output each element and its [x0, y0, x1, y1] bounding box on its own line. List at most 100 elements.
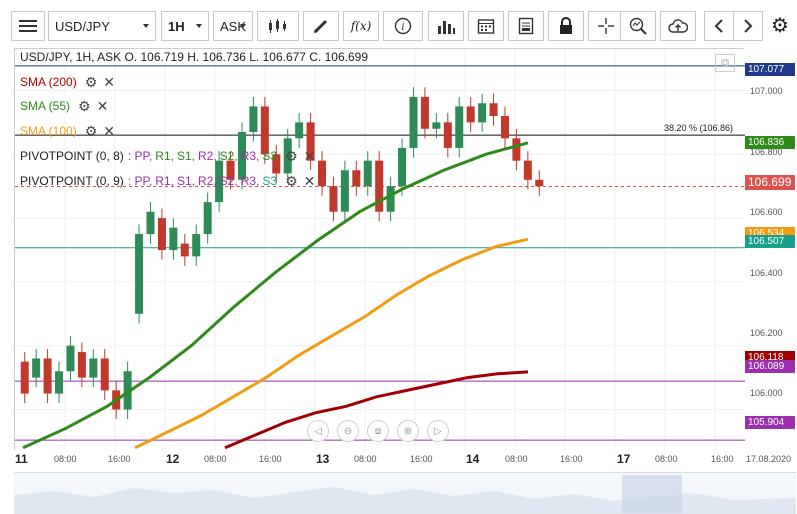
time-label: 13: [316, 452, 330, 466]
close-icon[interactable]: ✕: [103, 73, 115, 90]
chart-nav-controls: ◁ ⊖ ⧈ ⊕ ▷: [307, 420, 449, 442]
time-label: 14: [466, 452, 480, 466]
time-label: 16:00: [259, 454, 282, 464]
navigator-canvas: [14, 475, 796, 514]
sma-100-line: [134, 237, 529, 450]
candle-body: [203, 202, 212, 235]
gear-icon[interactable]: ⚙: [84, 122, 98, 139]
close-icon[interactable]: ✕: [303, 147, 316, 164]
zoom-out-button[interactable]: ⊖: [337, 420, 359, 442]
time-label: 11: [15, 452, 28, 466]
triangle-right-icon: ▷: [434, 425, 442, 437]
close-icon[interactable]: ✕: [103, 122, 115, 139]
price-axis-label: 106.000: [750, 388, 783, 398]
pivot-label: R2,: [197, 174, 217, 188]
menu-button[interactable]: [11, 11, 45, 41]
time-label: 08:00: [655, 454, 678, 464]
candle-body: [32, 358, 41, 378]
gear-icon[interactable]: ⚙: [78, 97, 91, 114]
candle-body: [466, 106, 475, 123]
candle-body: [375, 160, 384, 212]
price-tag: 107.077: [745, 63, 795, 76]
candle-body: [352, 170, 361, 187]
external-window-button[interactable]: ⧉: [715, 54, 735, 72]
chart-navigator[interactable]: [14, 472, 796, 514]
chart-area[interactable]: [14, 48, 745, 451]
time-label: 12: [166, 452, 180, 466]
current-price-tag: 106.699: [745, 175, 795, 190]
draw-tools-button[interactable]: [303, 11, 339, 41]
candlestick-icon: [269, 19, 286, 33]
candle-body: [123, 371, 132, 410]
bar-chart-icon: [438, 21, 455, 34]
pivot-label: S3: [262, 174, 278, 188]
upload-button[interactable]: [660, 11, 696, 41]
candle-body: [420, 96, 429, 129]
gear-icon[interactable]: ⚙: [285, 147, 298, 164]
indicator-row-sma200[interactable]: SMA (200) ⚙ ✕: [20, 73, 115, 91]
function-icon: f(x): [350, 19, 372, 33]
gear-icon[interactable]: ⚙: [84, 73, 98, 90]
navigator-area: [14, 487, 796, 514]
pivot-label: S1,: [176, 174, 195, 188]
zoom-button[interactable]: [620, 11, 656, 41]
chart-canvas: [15, 49, 745, 451]
scroll-right-button[interactable]: [733, 11, 763, 41]
indicator-label: PIVOTPOINT (0, 8): [20, 149, 124, 163]
indicators-button[interactable]: f(x): [343, 11, 379, 41]
reset-button[interactable]: ⧈: [367, 420, 389, 442]
gear-icon[interactable]: ⚙: [285, 172, 298, 189]
sma-55-line: [22, 141, 529, 450]
indicator-row-sma100[interactable]: SMA (100) ⚙ ✕: [20, 122, 115, 140]
pivot-label: S1,: [176, 149, 195, 163]
zoom-chart-icon: [629, 17, 647, 35]
candle-body: [215, 160, 224, 203]
pivot-label: : PP,: [127, 149, 153, 163]
pencil-icon: [313, 19, 328, 34]
reset-icon: ⧈: [374, 425, 382, 437]
external-link-icon: ⧉: [721, 56, 729, 69]
toolbar: USD/JPY 1H ASK f(x) i ⚙: [0, 0, 797, 48]
candle-body: [146, 211, 155, 235]
price-type-select[interactable]: ASK: [213, 11, 253, 41]
info-button[interactable]: i: [383, 11, 423, 41]
chevron-down-icon: [143, 24, 149, 28]
indicator-row-sma55[interactable]: SMA (55) ⚙ ✕: [20, 97, 108, 115]
price-axis-label: 107.000: [750, 86, 783, 96]
price-axis-label: 106.400: [750, 268, 783, 278]
calendar-button[interactable]: [468, 11, 504, 41]
candle-body: [66, 345, 75, 372]
close-icon[interactable]: ✕: [303, 172, 316, 189]
candle-body: [169, 227, 178, 250]
candle-body: [535, 179, 544, 187]
settings-button[interactable]: ⚙: [766, 11, 794, 41]
scroll-back-button[interactable]: ◁: [307, 420, 329, 442]
lock-button[interactable]: [548, 11, 584, 41]
pivot-label: S3: [262, 149, 278, 163]
zoom-in-button[interactable]: ⊕: [397, 420, 419, 442]
candle-body: [306, 122, 315, 161]
scroll-forward-button[interactable]: ▷: [427, 420, 449, 442]
candle-body: [363, 160, 372, 187]
close-icon[interactable]: ✕: [96, 97, 109, 114]
chart-type-button[interactable]: [257, 11, 299, 41]
timeframe-select[interactable]: 1H: [161, 11, 209, 41]
time-label: 17: [617, 452, 631, 466]
scroll-left-button[interactable]: [704, 11, 734, 41]
news-button[interactable]: [508, 11, 544, 41]
time-label: 16:00: [410, 454, 433, 464]
candle-body: [409, 96, 418, 148]
price-tag: 106.089: [745, 360, 795, 373]
candle-body: [386, 186, 395, 212]
indicator-label: SMA (100): [20, 124, 77, 138]
pivot-label: S2,: [219, 149, 238, 163]
navigator-window[interactable]: [622, 475, 682, 513]
pivot-label: R3,: [240, 174, 260, 188]
chevron-down-icon: [240, 24, 246, 28]
indicator-row-pivot-8[interactable]: PIVOTPOINT (0, 8) : PP, R1, S1, R2, S2, …: [20, 147, 315, 165]
volume-button[interactable]: [428, 11, 464, 41]
candle-body: [443, 122, 452, 148]
crosshair-button[interactable]: [588, 11, 624, 41]
symbol-select[interactable]: USD/JPY: [48, 11, 156, 41]
indicator-row-pivot-9[interactable]: PIVOTPOINT (0, 9) : PP, R1, S1, R2, S2, …: [20, 172, 315, 190]
